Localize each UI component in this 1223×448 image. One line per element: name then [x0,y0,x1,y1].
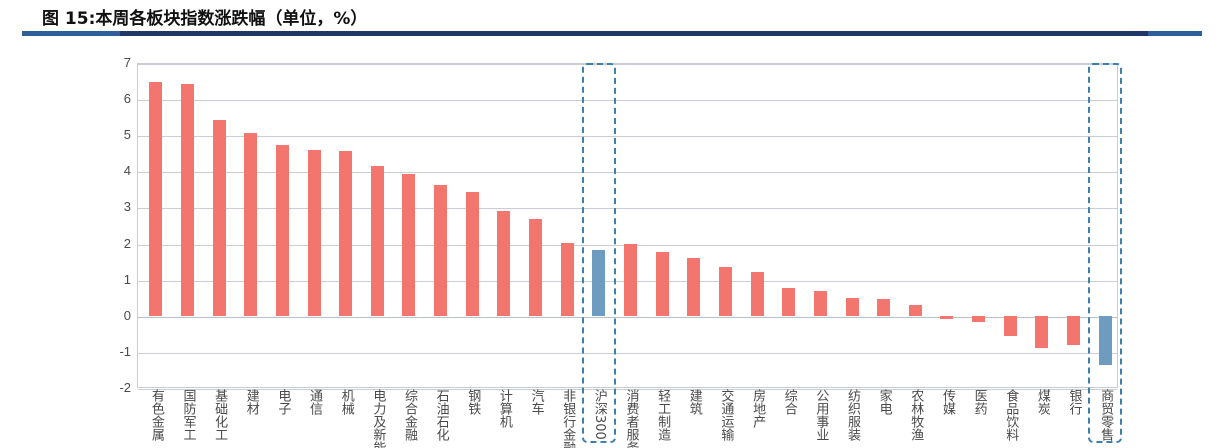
bar [1035,315,1049,348]
x-tick-label: 通信 [307,389,323,415]
x-tick-label: 非银行金融 [560,389,576,448]
x-tick-label: 煤炭 [1034,389,1050,415]
gridline--1 [138,352,1117,354]
x-tick-label: 沪深300 [591,389,607,440]
plot-area [137,63,1118,390]
x-tick-label: 电子 [275,389,291,415]
y-tick-label: 4 [123,163,131,179]
gridline-6 [138,100,1117,102]
bar [687,258,701,316]
bar [275,144,289,316]
x-tick-label: 石油石化 [433,389,449,441]
bars-layer [137,63,1122,443]
x-tick-label: 公用事业 [813,389,829,441]
y-tick-label: 2 [123,235,131,251]
y-axis: 7 6 5 4 3 2 1 0 -1 -2 [99,56,131,394]
y-tick-label: 0 [123,307,131,323]
bar [1003,315,1017,337]
x-tick-label: 农林牧渔 [908,389,924,441]
bar [1098,315,1112,365]
gridline-4 [138,172,1117,174]
x-tick-label: 家电 [876,389,892,415]
bar [402,174,416,316]
x-axis-labels: 有色金属 国防军工 基础化工 建材 电子 通信 机械 电力及新能源 综合金融 石油石化 钢铁 计算机汽… [137,389,1118,448]
x-tick-label: 基础化工 [212,389,228,441]
bar [465,191,479,316]
bar [940,315,954,320]
x-tick-label: 食品饮料 [1003,389,1019,441]
x-tick-label: 有色金属 [148,389,164,441]
x-tick-label: 传媒 [939,389,955,415]
bar [877,299,891,316]
title-rule-cap-left [22,31,120,36]
x-tick-label: 综合金融 [401,389,417,441]
x-tick-label: 机械 [338,389,354,415]
y-tick-label: 6 [123,91,131,107]
gridline-3 [138,208,1117,210]
x-tick-label: 建筑 [686,389,702,415]
y-tick-label: 3 [123,199,131,215]
highlight-box [1088,63,1122,443]
bar [1067,315,1081,345]
x-tick-label: 商贸零售 [1098,389,1114,441]
y-tick-label: -2 [119,380,131,395]
bar [244,133,258,316]
page-title: 图 15:本周各板块指数涨跌幅（单位，%） [42,9,368,29]
x-tick-label: 汽车 [528,389,544,415]
bar [307,149,321,316]
x-tick-label: 计算机 [496,389,512,428]
bar [560,243,574,316]
figure-header: 图 15:本周各板块指数涨跌幅（单位，%） [0,0,1223,40]
bar [370,166,384,316]
x-tick-label: 交通运输 [718,389,734,441]
bar-chart: 7 6 5 4 3 2 1 0 -1 -2 有色金属 国防军工 基础化工 建材 电子 通信 机械 电力及新能源综… [0,40,1223,448]
y-tick-label: 1 [123,271,131,287]
x-tick-label: 国防军工 [180,389,196,441]
bar [972,315,986,323]
x-tick-label: 银行 [1066,389,1082,415]
x-tick-label: 钢铁 [465,389,481,415]
x-tick-label: 医药 [971,389,987,415]
x-tick-label: 建材 [243,389,259,415]
bar [149,82,163,316]
gridline--2 [138,389,1117,390]
highlight-box [582,63,616,443]
x-tick-label: 房地产 [750,389,766,428]
bar [180,83,194,316]
bar [212,119,226,316]
bar [497,210,511,316]
x-tick-label: 电力及新能源 [370,389,386,448]
title-rule-cap-right [1148,31,1202,36]
bar [845,298,859,316]
bar [529,219,543,316]
bar [908,304,922,316]
x-tick-label: 综合 [781,389,797,415]
bar [434,184,448,316]
bar [339,151,353,316]
bar [782,287,796,316]
x-tick-label: 消费者服务 [623,389,639,448]
y-tick-label: -1 [119,343,131,359]
x-tick-label: 纺织服装 [845,389,861,441]
x-tick-label: 轻工制造 [655,389,671,441]
y-tick-label: 7 [123,55,131,70]
bar [813,290,827,316]
title-rule [22,31,1202,36]
y-tick-label: 5 [123,127,131,143]
bar [655,251,669,316]
gridline-7 [138,64,1117,65]
bar [592,249,606,316]
bar [624,243,637,316]
gridline-0 [138,316,1117,318]
bar [718,267,732,316]
gridline-5 [138,136,1117,138]
bar [750,272,764,316]
